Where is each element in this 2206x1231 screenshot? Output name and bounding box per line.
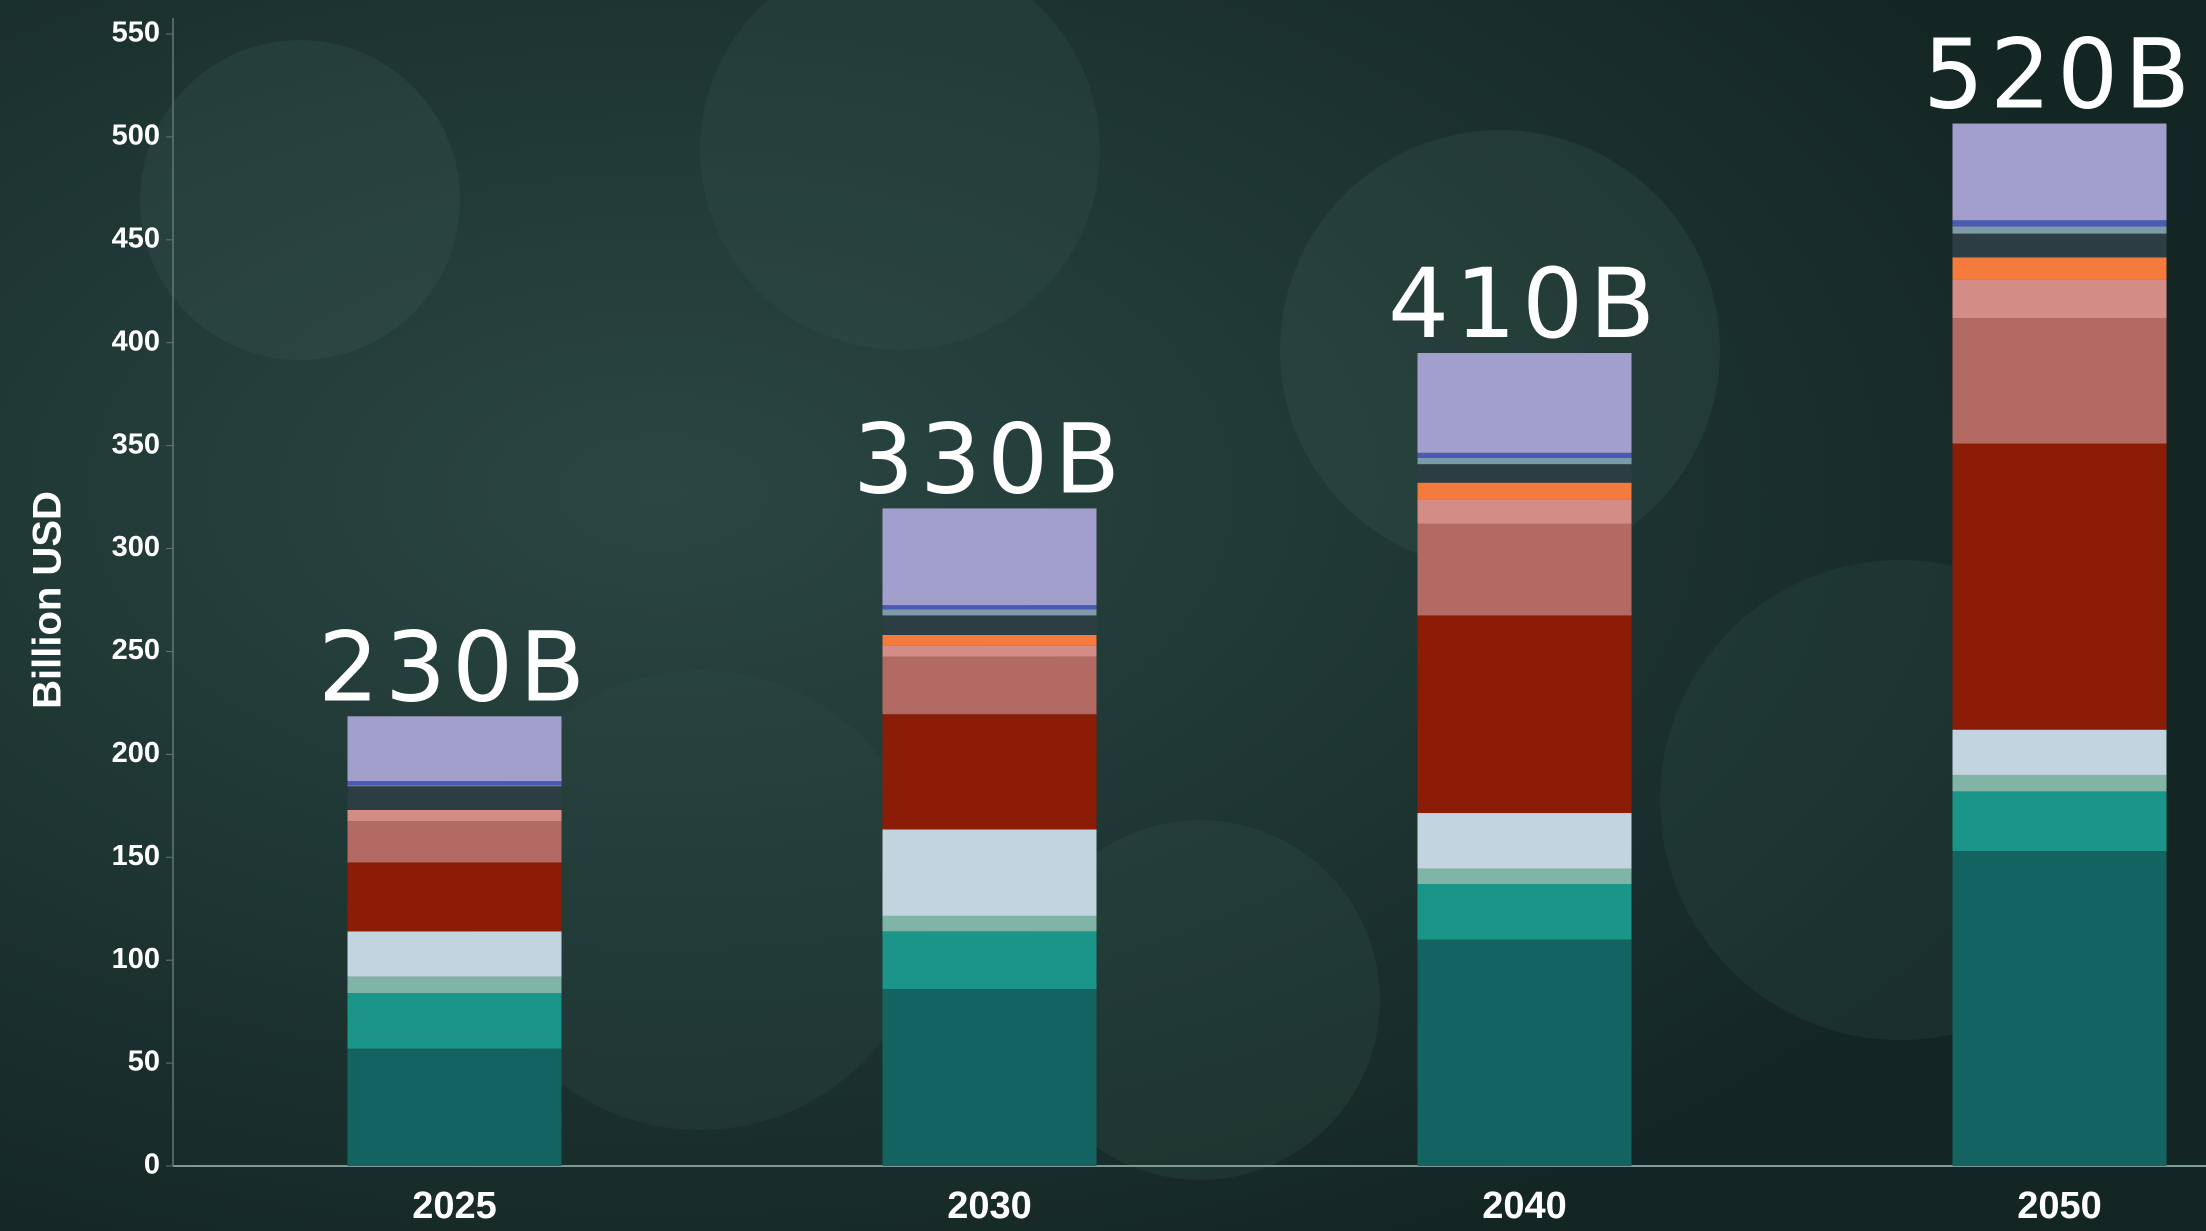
bar-segment: [883, 989, 1097, 1166]
y-tick-label: 400: [112, 325, 160, 357]
y-tick-label: 150: [112, 840, 160, 872]
bar-segment: [1953, 280, 2167, 318]
bar-segment: [348, 781, 562, 785]
bar-segment: [1953, 791, 2167, 851]
bar-segment: [883, 931, 1097, 989]
bar-segment: [1953, 257, 2167, 280]
bar-segment: [348, 862, 562, 931]
bar-segment: [1418, 458, 1632, 464]
bar-segment: [1418, 499, 1632, 524]
bar-segment: [883, 714, 1097, 829]
bar-segment: [1953, 730, 2167, 775]
x-tick-label: 2030: [947, 1185, 1032, 1227]
total-label: 410B: [1388, 248, 1661, 360]
bar-segment: [1418, 453, 1632, 458]
bar-segment: [348, 716, 562, 781]
y-tick-label: 100: [112, 943, 160, 975]
bar-segment: [1953, 775, 2167, 791]
bar-segment: [348, 785, 562, 786]
y-tick-label: 500: [112, 120, 160, 152]
bar-segment: [1953, 851, 2167, 1166]
bar-segment: [348, 810, 562, 821]
bar-segment: [348, 786, 562, 810]
x-tick-label: 2025: [412, 1185, 497, 1227]
bar-segment: [1953, 220, 2167, 226]
y-axis-title: Billion USD: [26, 491, 70, 709]
bar-segment: [1418, 940, 1632, 1166]
bar-segment: [348, 821, 562, 862]
bar-segment: [1418, 464, 1632, 483]
page: {"chart_data": {"type": "stacked_bar", "…: [0, 0, 2206, 1231]
x-tick-label: 2040: [1482, 1185, 1567, 1227]
y-tick-label: 50: [128, 1046, 160, 1078]
bar-segment: [1418, 483, 1632, 499]
bar-segment: [1953, 444, 2167, 730]
total-label: 330B: [853, 403, 1126, 515]
y-tick-label: 0: [144, 1149, 160, 1181]
bar-segment: [883, 615, 1097, 635]
bar-segment: [348, 1049, 562, 1166]
y-tick-label: 450: [112, 222, 160, 254]
bar-segment: [1418, 353, 1632, 453]
y-tick-label: 300: [112, 531, 160, 563]
y-tick-label: 250: [112, 634, 160, 666]
bar-segment: [883, 657, 1097, 715]
bar-segment: [883, 508, 1097, 605]
bar-segment: [1953, 226, 2167, 233]
bar-segment: [883, 645, 1097, 656]
bar-segment: [348, 931, 562, 976]
y-tick-label: 350: [112, 428, 160, 460]
bar-segment: [1953, 124, 2167, 221]
bar-segment: [1418, 524, 1632, 616]
bar-segment: [883, 916, 1097, 931]
bar-segment: [1953, 318, 2167, 444]
y-tick-label: 200: [112, 737, 160, 769]
bar-segment: [1418, 615, 1632, 813]
bar-segment: [1418, 869, 1632, 884]
bar-segment: [1418, 884, 1632, 940]
chart: Billion USD 0 50 100 150 200 250 300 350 400 450 5…: [0, 0, 2206, 1231]
bar-segment: [1953, 234, 2167, 258]
total-label: 520B: [1923, 19, 2196, 131]
bar-segment: [883, 609, 1097, 615]
bar-segment: [1418, 813, 1632, 869]
total-label: 230B: [318, 611, 591, 723]
bar-segment: [883, 605, 1097, 609]
bar-segment: [348, 977, 562, 993]
bar-segment: [883, 635, 1097, 645]
bar-segment: [883, 829, 1097, 915]
y-tick-label: 550: [112, 17, 160, 49]
bar-segment: [348, 993, 562, 1049]
x-tick-label: 2050: [2017, 1185, 2102, 1227]
